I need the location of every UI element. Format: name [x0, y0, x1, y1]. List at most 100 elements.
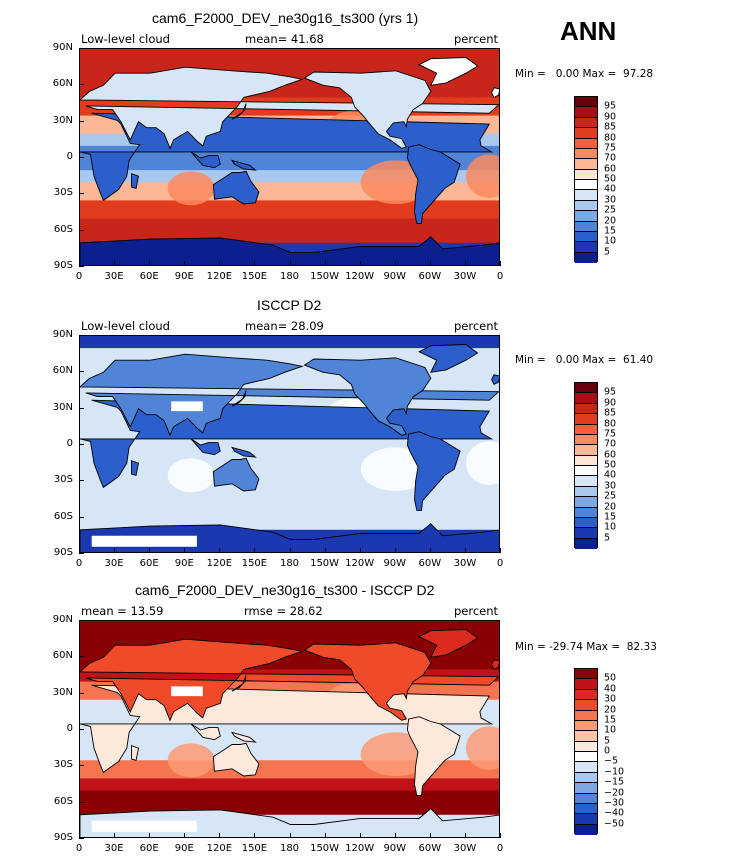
lon-tick	[464, 548, 466, 553]
field-band	[80, 802, 499, 810]
lon-tick-label: 120W	[345, 558, 375, 569]
land-outline	[80, 353, 499, 437]
lat-tick-label: 30S	[53, 474, 73, 486]
lon-tick-label: 90W	[383, 271, 407, 282]
lat-tick	[79, 335, 84, 336]
field-band	[80, 772, 499, 779]
colorbar-swatch	[575, 455, 597, 466]
panel3-rmse-label: rmse = 28.62	[244, 604, 323, 618]
lon-tick	[219, 833, 221, 838]
colorbar-level-label: 10	[604, 235, 617, 247]
lon-tick-label: 0	[496, 843, 504, 854]
lon-tick-label: 0	[496, 558, 504, 569]
field-band	[80, 663, 499, 670]
lat-tick-label: 30S	[53, 759, 73, 771]
field-band	[80, 242, 499, 250]
field-band	[80, 396, 499, 404]
field-band	[80, 627, 499, 634]
colorbar-swatch	[575, 445, 597, 456]
colorbar-swatch	[575, 424, 597, 435]
colorbar-level-label: −50	[604, 818, 625, 830]
lat-tick-label: 90N	[52, 329, 73, 340]
lat-tick	[79, 692, 84, 694]
field-band	[80, 372, 499, 379]
lon-tick-label: 120W	[345, 843, 375, 854]
land-outline	[406, 716, 461, 796]
missing-data-patch	[91, 820, 197, 832]
field-band	[80, 529, 499, 537]
lon-tick	[359, 548, 361, 553]
lon-tick	[254, 548, 256, 553]
lon-tick-label: 120E	[206, 558, 233, 569]
colorbar-level-label: 0	[604, 745, 611, 757]
field-band	[80, 633, 499, 640]
field-band	[80, 463, 499, 470]
lat-tick	[79, 371, 84, 373]
stratocumulus-deck	[465, 726, 499, 770]
field-band	[80, 348, 499, 355]
lon-tick	[500, 833, 501, 838]
field-band	[80, 511, 499, 519]
colorbar-level-label: 5	[604, 735, 611, 747]
lon-tick	[394, 548, 396, 553]
land-outline	[231, 103, 247, 120]
lon-tick	[359, 833, 361, 838]
field-band	[80, 49, 499, 56]
panel3-colorbar	[574, 668, 598, 835]
lon-tick	[394, 261, 396, 266]
colorbar-swatch	[575, 107, 597, 118]
colorbar-level-label: 50	[604, 173, 617, 185]
field-band	[80, 742, 499, 749]
lon-tick	[114, 548, 116, 553]
missing-data-patch	[91, 535, 197, 547]
colorbar-level-label: 10	[604, 521, 617, 533]
colorbar-level-label: 95	[604, 100, 617, 112]
panel1-mean-label: mean= 41.68	[245, 32, 324, 46]
colorbar-swatch	[575, 772, 597, 784]
colorbar-swatch	[575, 138, 597, 149]
land-outline	[131, 173, 140, 189]
field-band	[80, 736, 499, 743]
lon-tick	[254, 261, 256, 266]
lat-tick	[79, 193, 84, 195]
lat-tick-label: 60N	[52, 78, 73, 90]
colorbar-level-label: 30	[604, 480, 617, 492]
lon-tick-label: 150E	[241, 558, 268, 569]
field-band	[80, 182, 499, 189]
lat-tick-label: 60S	[53, 795, 73, 807]
lat-tick-label: 90S	[53, 832, 73, 843]
colorbar-level-label: 60	[604, 163, 617, 175]
panel1-colorbar	[574, 96, 598, 263]
lon-tick	[359, 261, 361, 266]
land-outline	[212, 742, 260, 777]
panel1-units-label: percent	[454, 32, 499, 46]
land-outline	[80, 236, 499, 265]
colorbar-swatch	[575, 700, 597, 711]
colorbar-level-label: 75	[604, 428, 617, 440]
lon-tick-label: 90E	[174, 271, 194, 282]
lat-tick-label: 30N	[52, 401, 73, 413]
lat-tick-label: 0	[66, 723, 73, 734]
lon-tick	[219, 548, 221, 553]
field-band	[80, 790, 499, 798]
field-band	[80, 85, 499, 92]
colorbar-level-label: 30	[604, 693, 617, 705]
field-band	[80, 493, 499, 500]
stratocumulus-deck	[167, 458, 215, 493]
panel3-title: cam6_F2000_DEV_ne30g16_ts300 - ISCCP D2	[135, 582, 435, 598]
colorbar-swatch	[575, 169, 597, 180]
lat-tick	[79, 656, 84, 658]
lon-tick-label: 60E	[139, 558, 159, 569]
land-outline	[491, 659, 499, 671]
lon-tick-label: 150W	[310, 558, 340, 569]
colorbar-swatch	[575, 211, 597, 222]
missing-data-patch	[171, 401, 203, 412]
colorbar-level-label: −20	[604, 787, 625, 798]
land-outline	[212, 457, 260, 492]
lon-tick	[500, 261, 501, 266]
lat-tick-label: 90N	[52, 614, 73, 625]
field-band	[80, 469, 499, 476]
colorbar-swatch	[575, 476, 597, 487]
lon-tick-label: 30W	[453, 558, 477, 569]
colorbar-swatch	[575, 669, 597, 680]
